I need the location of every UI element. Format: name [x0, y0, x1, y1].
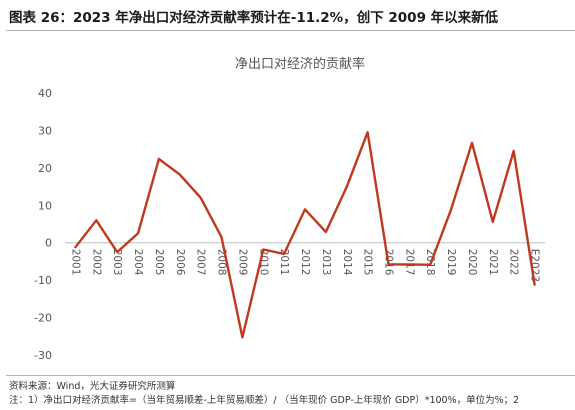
x-tick-label: 2004 — [132, 249, 144, 276]
x-tick-label: 2017 — [403, 249, 415, 276]
y-tick-label: 20 — [38, 162, 52, 175]
source-note: 资料来源：Wind，光大证券研究所测算 — [9, 381, 176, 392]
x-tick-label: 2022 — [508, 249, 520, 276]
y-tick-label: 30 — [38, 124, 52, 137]
x-tick-label: 2015 — [362, 249, 374, 276]
line-chart: 净出口对经济的贡献率 -30 -20 -10 0 10 20 30 40 2001 2002 20… — [34, 56, 545, 362]
footer-divider — [6, 375, 575, 376]
x-tick-label: 2021 — [487, 249, 499, 276]
x-tick-label: 2007 — [195, 249, 207, 276]
x-tick-label: 2014 — [341, 249, 353, 276]
y-tick-label: 0 — [45, 237, 52, 250]
series-group — [74, 131, 536, 339]
formula-note: 注：1）净出口对经济贡献率=（当年贸易顺差-上年贸易顺差）/ （当年现价 GDP… — [9, 395, 520, 406]
figure-title: 图表 26：2023 年净出口对经济贡献率预计在-11.2%，创下 2009 年… — [9, 10, 499, 26]
chart-title: 净出口对经济的贡献率 — [235, 56, 365, 72]
title-divider — [6, 30, 575, 31]
y-axis-ticks: -30 -20 -10 0 10 20 30 40 — [34, 87, 52, 362]
x-tick-label: 2005 — [153, 249, 165, 276]
x-axis-ticks: 2001 2002 2003 2004 2005 2006 2007 2008 2009 2010… — [69, 249, 540, 282]
x-tick-label: 2012 — [299, 249, 311, 276]
y-tick-label: -30 — [34, 349, 52, 362]
x-tick-label: 2001 — [69, 249, 81, 276]
y-tick-label: -10 — [34, 274, 52, 287]
x-tick-label: 2003 — [111, 249, 123, 276]
y-tick-label: 40 — [38, 87, 52, 100]
x-tick-label: 2013 — [320, 249, 332, 276]
y-tick-label: -20 — [34, 312, 52, 325]
x-tick-label: 2009 — [236, 249, 248, 276]
x-tick-label: 2019 — [445, 249, 457, 276]
y-tick-label: 10 — [38, 199, 52, 212]
x-tick-label: 2010 — [257, 249, 269, 276]
x-tick-label: 2011 — [278, 249, 290, 276]
x-tick-label: E2023 — [529, 249, 541, 282]
x-tick-label: 2020 — [466, 249, 478, 276]
series-line — [74, 131, 536, 339]
x-tick-label: 2006 — [174, 249, 186, 276]
x-tick-label: 2002 — [90, 249, 102, 276]
